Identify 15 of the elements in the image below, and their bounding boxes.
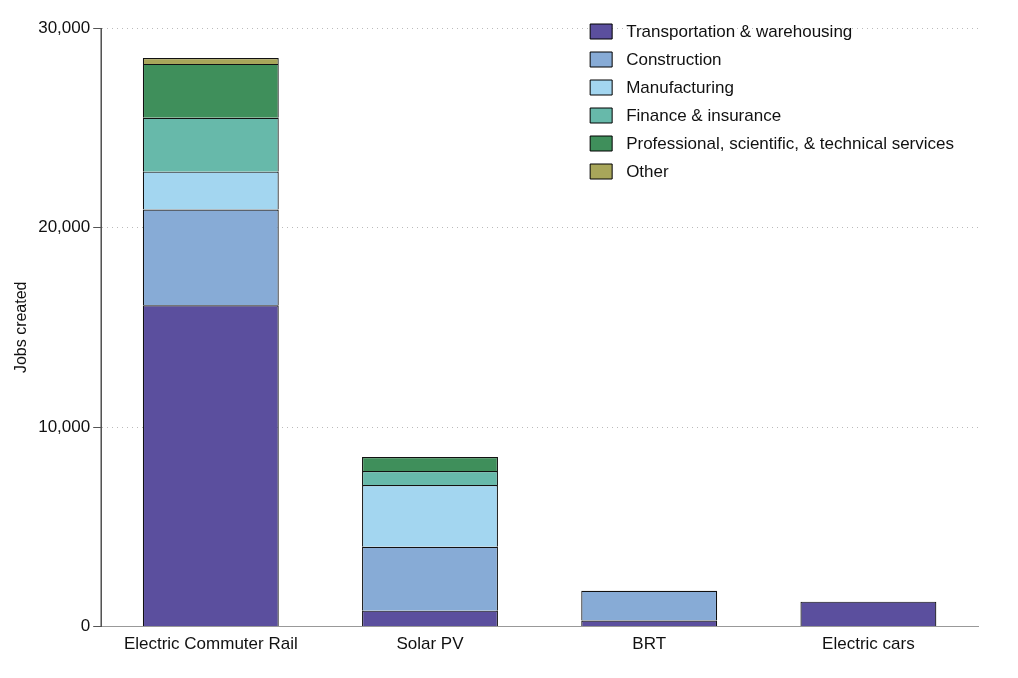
legend-label: Other: [626, 161, 669, 181]
x-tick-label: Electric cars: [822, 634, 915, 654]
y-tick-label: 30,000: [38, 17, 91, 37]
legend-label: Professional, scientific, & technical services: [626, 133, 954, 153]
y-tick-label: 0: [80, 616, 91, 636]
legend-label: Finance & insurance: [626, 105, 782, 125]
y-tick-label: 10,000: [38, 416, 91, 436]
legend-label: Transportation & warehousing: [626, 21, 853, 41]
x-tick-label: Solar PV: [396, 634, 465, 654]
x-tick-label: BRT: [632, 634, 667, 654]
legend-label: Manufacturing: [626, 77, 734, 97]
legend-label: Construction: [626, 49, 722, 69]
y-axis-title: Jobs created: [12, 281, 30, 374]
x-tick-label: Electric Commuter Rail: [123, 634, 298, 654]
y-tick-label: 20,000: [38, 217, 91, 237]
